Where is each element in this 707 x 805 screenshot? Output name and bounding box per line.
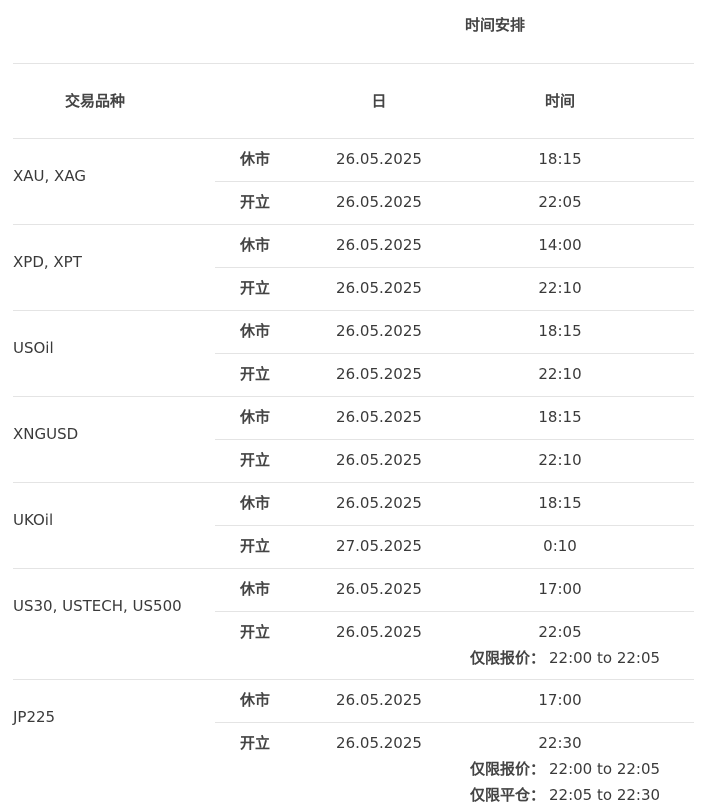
note-label: 仅限报价： <box>469 760 545 778</box>
session-label: 开立 <box>240 365 271 383</box>
note-value: 22:05 to 22:30 <box>549 786 661 804</box>
row-divider <box>13 482 694 483</box>
instrument: US30, USTECH, US500 <box>13 597 182 615</box>
session-time: 17:00 <box>538 691 582 709</box>
session-label: 休市 <box>240 408 271 426</box>
session-date: 26.05.2025 <box>336 494 422 512</box>
session-label: 休市 <box>240 691 271 709</box>
session-date: 26.05.2025 <box>336 734 422 752</box>
session-time: 22:05 <box>538 623 582 641</box>
divider <box>13 63 694 64</box>
session-date: 26.05.2025 <box>336 150 422 168</box>
session-label: 开立 <box>240 623 271 641</box>
note-label: 仅限报价： <box>469 649 545 667</box>
session-time: 22:05 <box>538 193 582 211</box>
row-divider <box>13 679 694 680</box>
session-label: 开立 <box>240 734 271 752</box>
session-date: 26.05.2025 <box>336 580 422 598</box>
instrument: XAU, XAG <box>13 167 86 185</box>
session-divider <box>215 181 694 182</box>
session-divider <box>215 267 694 268</box>
session-time: 18:15 <box>538 322 582 340</box>
session-date: 26.05.2025 <box>336 365 422 383</box>
row-divider <box>13 568 694 569</box>
session-time: 0:10 <box>543 537 577 555</box>
row-divider <box>13 224 694 225</box>
session-divider <box>215 353 694 354</box>
session-date: 27.05.2025 <box>336 537 422 555</box>
session-label: 开立 <box>240 451 271 469</box>
instrument: UKOil <box>13 511 54 529</box>
session-label: 休市 <box>240 322 271 340</box>
column-header: 交易品种 <box>64 92 126 110</box>
session-divider <box>215 439 694 440</box>
instrument: XPD, XPT <box>13 253 82 271</box>
session-time: 22:10 <box>538 365 582 383</box>
session-date: 26.05.2025 <box>336 322 422 340</box>
session-time: 14:00 <box>538 236 582 254</box>
table-title: 时间安排 <box>464 16 526 34</box>
session-time: 22:30 <box>538 734 582 752</box>
session-divider <box>215 611 694 612</box>
session-label: 休市 <box>240 494 271 512</box>
instrument: JP225 <box>13 708 56 726</box>
session-date: 26.05.2025 <box>336 236 422 254</box>
session-date: 26.05.2025 <box>336 451 422 469</box>
session-label: 开立 <box>240 193 271 211</box>
session-date: 26.05.2025 <box>336 193 422 211</box>
session-label: 休市 <box>240 580 271 598</box>
session-date: 26.05.2025 <box>336 408 422 426</box>
session-date: 26.05.2025 <box>336 623 422 641</box>
session-divider <box>215 722 694 723</box>
row-divider <box>13 138 694 139</box>
session-time: 18:15 <box>538 494 582 512</box>
session-date: 26.05.2025 <box>336 691 422 709</box>
session-label: 开立 <box>240 279 271 297</box>
instrument: USOil <box>13 339 54 357</box>
note-label: 仅限平仓： <box>469 786 545 804</box>
session-time: 18:15 <box>538 408 582 426</box>
note-value: 22:00 to 22:05 <box>549 760 661 778</box>
session-time: 17:00 <box>538 580 582 598</box>
session-label: 开立 <box>240 537 271 555</box>
instrument: XNGUSD <box>13 425 79 443</box>
session-label: 休市 <box>240 236 271 254</box>
session-date: 26.05.2025 <box>336 279 422 297</box>
session-label: 休市 <box>240 150 271 168</box>
column-header: 时间 <box>544 92 576 110</box>
column-header: 日 <box>371 92 387 110</box>
session-time: 22:10 <box>538 279 582 297</box>
session-divider <box>215 525 694 526</box>
session-time: 18:15 <box>538 150 582 168</box>
row-divider <box>13 396 694 397</box>
row-divider <box>13 310 694 311</box>
session-time: 22:10 <box>538 451 582 469</box>
note-value: 22:00 to 22:05 <box>549 649 661 667</box>
